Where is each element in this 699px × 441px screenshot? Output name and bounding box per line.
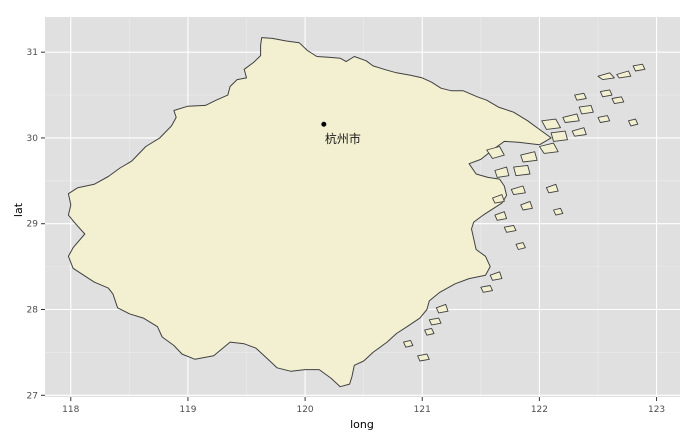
y-tick-label: 31	[27, 48, 38, 58]
y-tick-label: 27	[27, 391, 38, 401]
island-polygon	[435, 303, 449, 314]
island-polygon	[611, 96, 625, 105]
mainland-polygon	[67, 37, 552, 388]
island-polygon	[578, 104, 594, 115]
island-polygon	[574, 92, 587, 101]
x-tick-label: 121	[414, 405, 431, 415]
city-marker	[321, 121, 327, 127]
island-polygon	[489, 271, 503, 281]
y-axis-ticks: 27 28 29 30 31	[27, 48, 45, 401]
island-polygon	[492, 194, 505, 204]
x-axis-ticks: 118 119 120 121 122 123	[62, 397, 665, 415]
x-tick-label: 118	[62, 405, 79, 415]
island-polygon	[515, 242, 526, 250]
x-tick-label: 119	[179, 405, 196, 415]
island-polygon	[550, 130, 568, 142]
island-polygon	[616, 70, 632, 79]
x-tick-label: 123	[648, 405, 665, 415]
y-tick-label: 30	[27, 134, 39, 144]
island-polygon	[520, 200, 533, 211]
island-polygon	[628, 118, 639, 127]
island-polygon	[510, 185, 526, 196]
island-polygon	[597, 115, 611, 123]
island-polygon	[417, 353, 430, 362]
island-polygon	[503, 224, 517, 233]
island-polygon	[513, 164, 531, 177]
island-polygon	[428, 317, 442, 326]
island-polygon	[494, 211, 508, 221]
island-polygon	[480, 285, 493, 293]
island-polygon	[597, 72, 615, 81]
x-tick-label: 120	[296, 405, 313, 415]
x-axis-title: long	[350, 418, 374, 431]
island-polygon	[486, 146, 505, 159]
city-label: 杭州市	[325, 131, 361, 146]
island-polygon	[494, 166, 510, 178]
island-polygon	[599, 89, 613, 98]
island-polygon	[424, 327, 435, 336]
island-polygon	[553, 207, 564, 216]
place-markers: 杭州市	[321, 121, 361, 146]
island-polygon	[520, 151, 538, 163]
y-tick-label: 28	[27, 306, 39, 316]
province-outline	[67, 37, 646, 388]
island-polygon	[632, 63, 646, 72]
island-polygon	[538, 142, 559, 154]
island-polygon	[545, 183, 559, 194]
x-tick-label: 122	[531, 405, 548, 415]
y-axis-title: lat	[12, 202, 25, 217]
island-polygon	[571, 127, 587, 137]
y-tick-label: 29	[27, 220, 39, 230]
island-polygon	[562, 113, 580, 123]
island-polygon	[541, 118, 561, 130]
island-polygon	[403, 339, 414, 348]
